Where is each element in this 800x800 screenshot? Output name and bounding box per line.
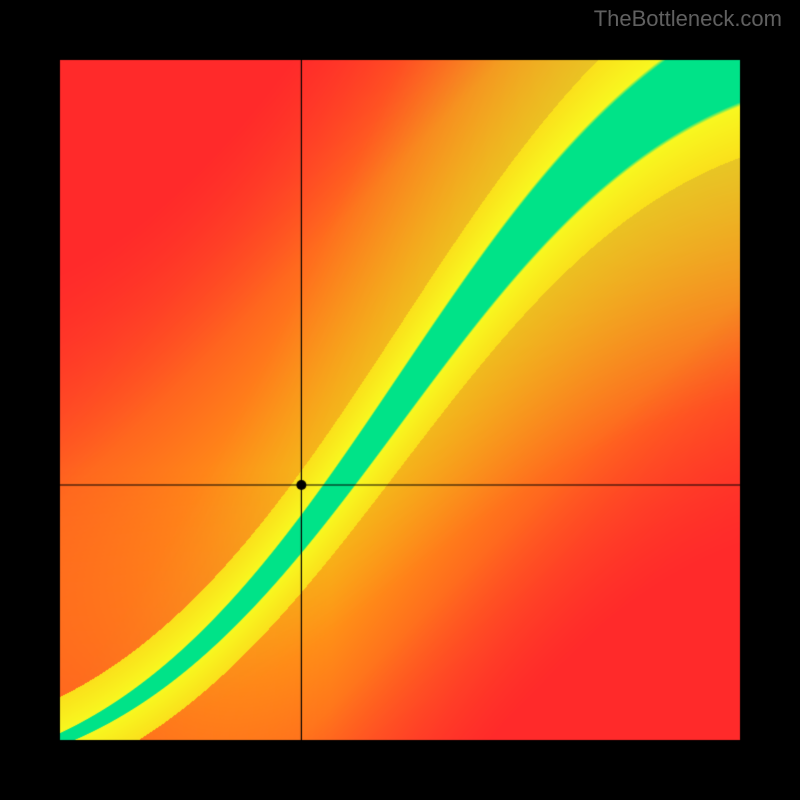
chart-container: TheBottleneck.com: [0, 0, 800, 800]
bottleneck-heatmap: [0, 0, 800, 800]
watermark-text: TheBottleneck.com: [594, 6, 782, 32]
